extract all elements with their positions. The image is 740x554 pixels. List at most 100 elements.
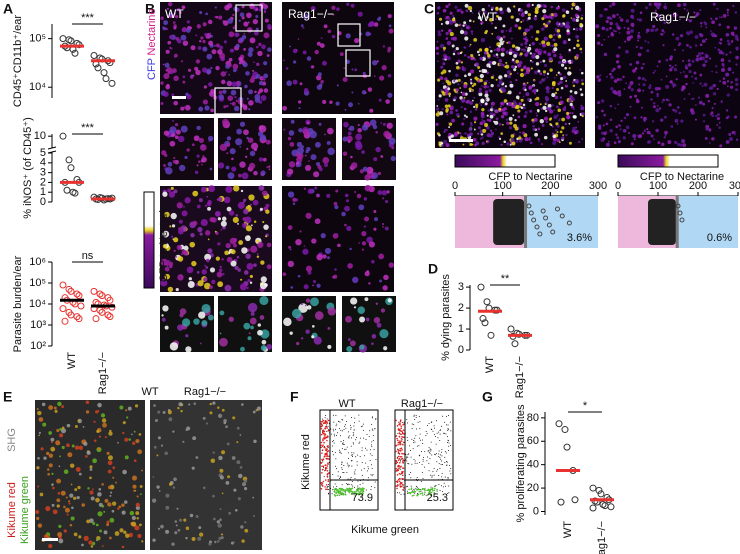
cell	[177, 256, 184, 262]
cell	[544, 103, 547, 106]
cell	[500, 101, 504, 105]
cell	[537, 69, 541, 73]
cell	[316, 41, 321, 46]
event	[320, 433, 323, 436]
event	[343, 471, 345, 473]
cell	[615, 133, 618, 136]
event	[374, 481, 376, 483]
cell	[170, 186, 174, 190]
cell	[138, 433, 142, 436]
cell	[672, 85, 675, 88]
cell	[180, 409, 183, 413]
cell	[611, 69, 614, 73]
event	[421, 463, 423, 465]
cell	[310, 65, 315, 69]
cell	[169, 34, 174, 40]
cell	[609, 72, 612, 76]
event	[441, 448, 443, 450]
cell	[326, 193, 331, 198]
cell	[249, 203, 252, 206]
cell	[107, 485, 112, 490]
cell	[316, 253, 323, 261]
cell	[435, 122, 439, 126]
cell	[238, 56, 243, 62]
cell	[166, 83, 170, 88]
event	[321, 420, 324, 423]
cell	[348, 102, 353, 108]
event	[433, 493, 436, 495]
event	[345, 448, 347, 450]
cell	[237, 173, 242, 178]
event	[397, 465, 400, 467]
cell	[381, 190, 388, 196]
cell	[171, 68, 177, 74]
cell	[509, 121, 513, 125]
cell	[296, 147, 304, 155]
cell	[197, 536, 202, 541]
cell	[664, 134, 667, 137]
y-tick-label: 0	[458, 344, 464, 356]
event	[411, 438, 413, 440]
event	[343, 440, 345, 442]
cell	[124, 437, 129, 442]
cell	[37, 456, 40, 460]
event	[424, 451, 426, 453]
cell	[610, 87, 614, 91]
cell	[123, 530, 127, 534]
cell	[218, 268, 223, 272]
cell	[367, 87, 373, 92]
event	[333, 488, 336, 491]
cell	[125, 533, 130, 538]
cell	[470, 123, 473, 127]
cell	[245, 155, 248, 159]
cell	[488, 88, 492, 93]
cell	[542, 22, 546, 26]
cell	[689, 30, 693, 35]
cell	[642, 62, 645, 66]
cell	[453, 79, 456, 83]
cell	[570, 7, 574, 10]
cell	[249, 281, 253, 284]
cell	[554, 95, 559, 100]
cell	[559, 130, 563, 134]
cell	[164, 211, 170, 218]
cell	[502, 24, 506, 28]
event	[347, 490, 350, 492]
event	[416, 476, 418, 478]
data-point	[59, 305, 67, 313]
event	[395, 435, 398, 437]
cell	[333, 201, 338, 206]
cell	[74, 445, 80, 450]
cell	[124, 500, 128, 504]
cell	[70, 516, 75, 521]
event	[363, 437, 365, 439]
cell	[625, 49, 629, 54]
cell	[492, 74, 495, 77]
event	[414, 441, 416, 443]
cell	[455, 46, 459, 51]
cell	[734, 77, 739, 82]
cell	[525, 38, 529, 43]
cell	[551, 104, 554, 107]
cell	[207, 248, 213, 254]
cell	[382, 285, 388, 291]
event	[326, 465, 329, 467]
cell	[68, 502, 71, 505]
x-tick-label: 100	[649, 180, 667, 192]
cell	[38, 431, 41, 435]
cell	[544, 52, 547, 54]
cell	[602, 124, 605, 127]
cell	[635, 45, 638, 49]
cell	[477, 66, 481, 69]
cell	[320, 37, 323, 39]
event	[327, 436, 329, 438]
cell	[266, 242, 272, 248]
cell	[74, 488, 78, 492]
cell	[480, 104, 483, 106]
cell	[505, 50, 509, 54]
cell	[518, 26, 522, 30]
cell	[200, 36, 204, 40]
cell	[701, 39, 706, 44]
cell	[516, 48, 518, 51]
cell	[219, 265, 222, 269]
